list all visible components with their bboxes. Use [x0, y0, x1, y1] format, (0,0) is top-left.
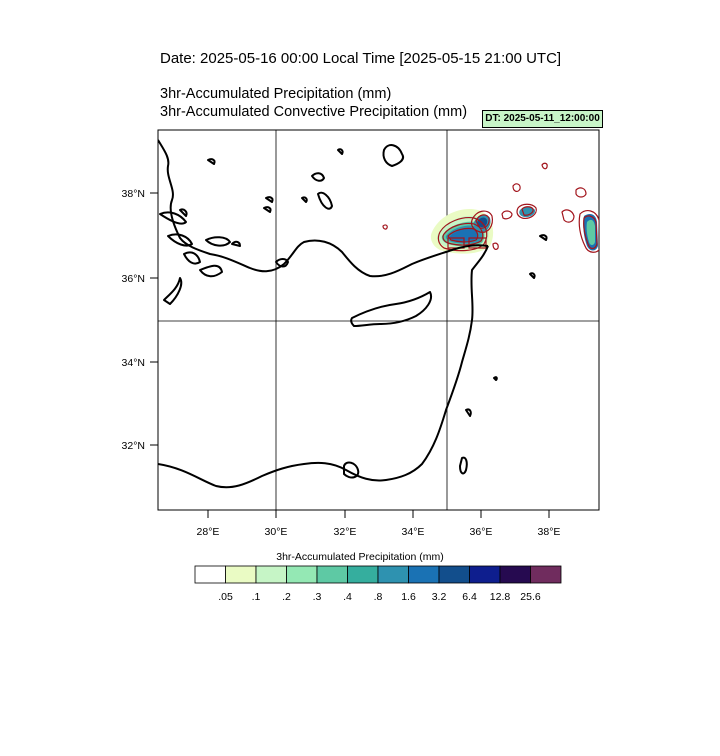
- convective-contours: [382, 162, 599, 253]
- colorbar-label: 12.8: [490, 591, 511, 603]
- colorbar-label: 25.6: [520, 591, 541, 603]
- colorbar-label: 1.6: [401, 591, 416, 603]
- lon-tick-label: 36°E: [470, 526, 493, 538]
- colorbar-swatch: [469, 565, 501, 584]
- colorbar: .05 .1 .2 .3 .4 .8 1.6 3.2 6.4 12.8 25.6: [194, 565, 562, 603]
- colorbar-swatch: [438, 565, 470, 584]
- lon-tick-label: 32°E: [334, 526, 357, 538]
- colorbar-swatch: [286, 565, 318, 584]
- lon-tick-label: 30°E: [265, 526, 288, 538]
- colorbar-title: 3hr-Accumulated Precipitation (mm): [276, 551, 444, 563]
- map-title: Date: 2025-05-16 00:00 Local Time [2025-…: [160, 50, 562, 67]
- colorbar-swatch: [408, 565, 440, 584]
- latitude-axis: 38°N 36°N 34°N 32°N: [122, 188, 158, 452]
- colorbar-swatch: [194, 565, 226, 584]
- colorbar-swatch: [377, 565, 409, 584]
- colorbar-swatch: [255, 565, 287, 584]
- colorbar-swatch: [316, 565, 348, 584]
- colorbar-swatch: [499, 565, 531, 584]
- lon-tick-label: 28°E: [197, 526, 220, 538]
- colorbar-label: .2: [282, 591, 291, 603]
- colorbar-label: .8: [374, 591, 383, 603]
- precip-subtitle: 3hr-Accumulated Precipitation (mm): [160, 86, 392, 102]
- dt-badge: DT: 2025-05-11_12:00:00: [482, 110, 603, 128]
- colorbar-label: 3.2: [432, 591, 447, 603]
- lat-tick-label: 36°N: [122, 273, 145, 285]
- lat-tick-label: 34°N: [122, 357, 145, 369]
- colorbar-label: .1: [252, 591, 261, 603]
- colorbar-label: .05: [218, 591, 233, 603]
- lat-tick-label: 32°N: [122, 440, 145, 452]
- coastlines: [158, 139, 548, 489]
- lon-tick-label: 34°E: [402, 526, 425, 538]
- lon-tick-label: 38°E: [538, 526, 561, 538]
- colorbar-label: .4: [343, 591, 352, 603]
- longitude-axis: 28°E 30°E 32°E 34°E 36°E 38°E: [197, 510, 561, 538]
- convective-subtitle: 3hr-Accumulated Convective Precipitation…: [160, 104, 468, 120]
- colorbar-swatch: [530, 565, 562, 584]
- colorbar-label: .3: [313, 591, 322, 603]
- colorbar-swatch: [225, 565, 257, 584]
- colorbar-swatch: [347, 565, 379, 584]
- lat-tick-label: 38°N: [122, 188, 145, 200]
- map-frame: [157, 129, 600, 511]
- colorbar-label: 6.4: [462, 591, 477, 603]
